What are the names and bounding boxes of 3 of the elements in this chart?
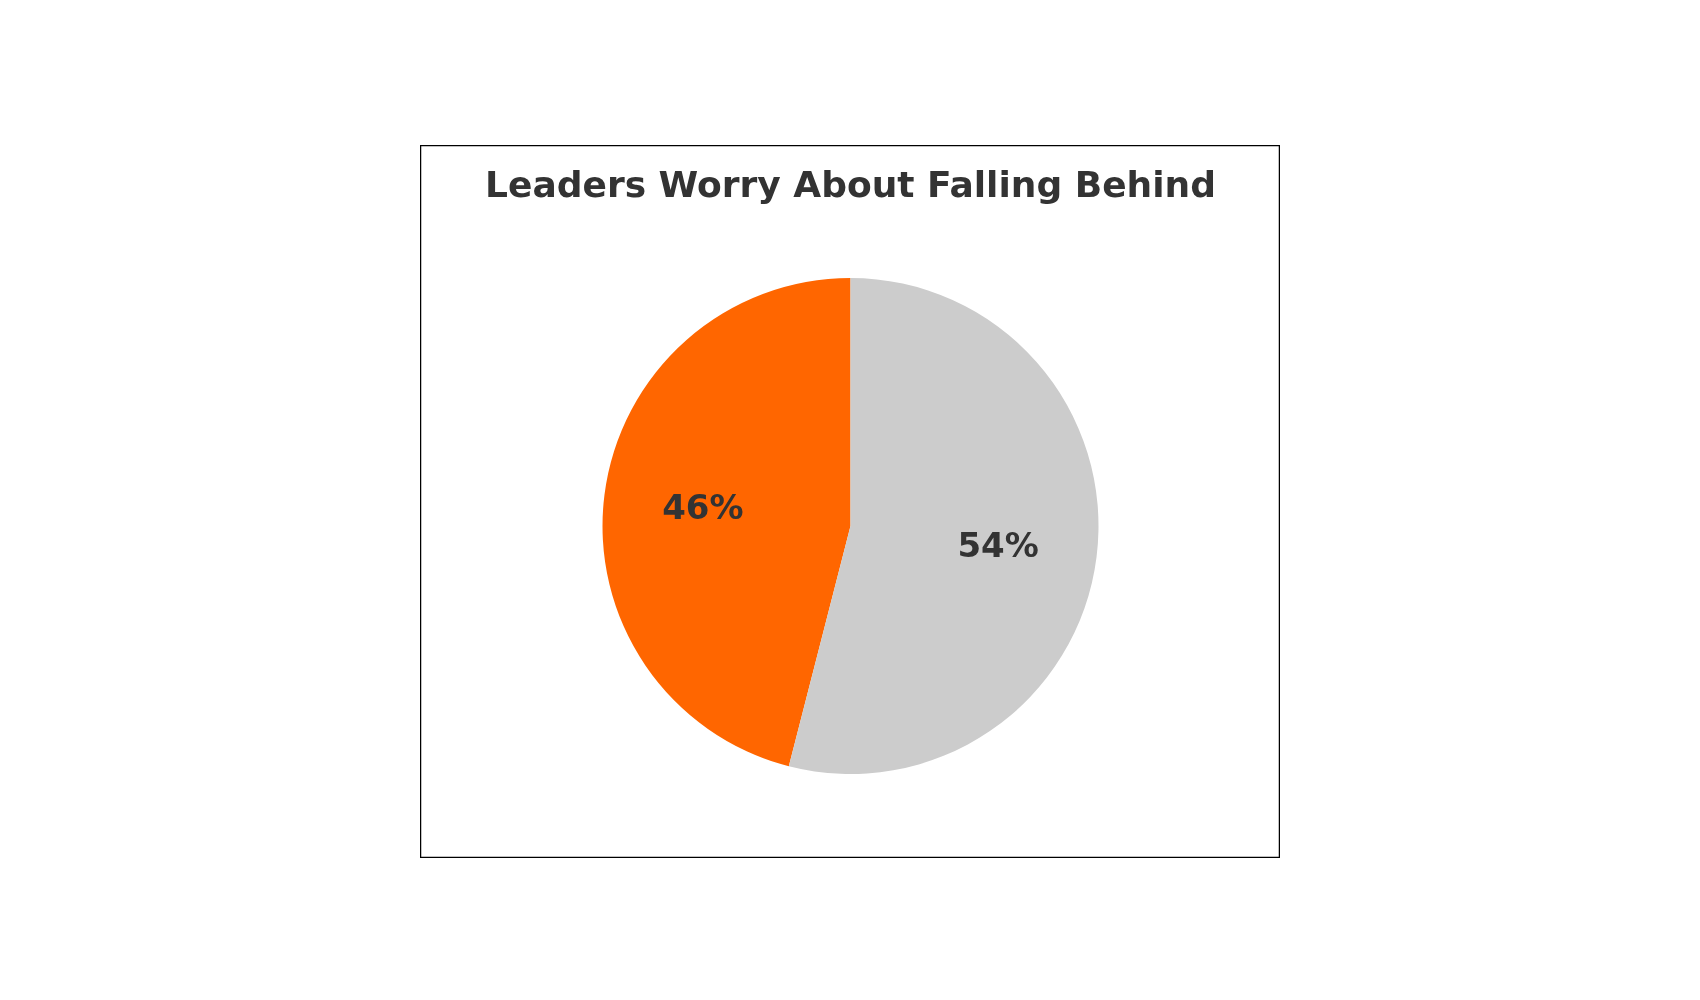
chart-title: Leaders Worry About Falling Behind <box>485 164 1216 205</box>
data-label: 46% <box>662 487 744 528</box>
data-label: 54% <box>957 524 1039 565</box>
